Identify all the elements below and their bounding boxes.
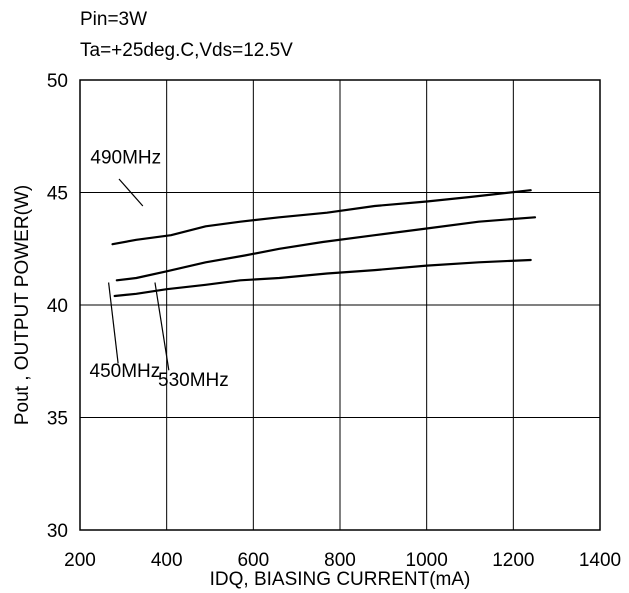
series-label-450mhz: 450MHz [90, 361, 161, 382]
y-tick-label-40: 40 [47, 296, 68, 317]
tick-labels: 200 400 600 800 1000 1200 1400 30 35 40 45 50 [47, 71, 621, 571]
series-line-490mhz [111, 189, 532, 246]
condition-note-temperature-voltage: Ta=+25deg.C,Vds=12.5V [80, 40, 293, 61]
x-tick-label-400: 400 [151, 550, 183, 571]
series-line-530mhz [113, 258, 532, 298]
series-label-490mhz: 490MHz [90, 147, 161, 168]
series-group [111, 189, 537, 298]
y-tick-label-30: 30 [47, 521, 68, 542]
series-line-450mhz [115, 216, 537, 282]
plot-frame [79, 79, 601, 531]
grid [80, 80, 600, 530]
x-tick-label-1000: 1000 [406, 550, 448, 571]
leader-line-450mhz [108, 282, 119, 364]
x-axis-label: IDQ, BIASING CURRENT(mA) [210, 569, 471, 590]
leader-line-490mhz [118, 178, 144, 207]
x-tick-label-800: 800 [324, 550, 356, 571]
condition-note-pin: Pin=3W [80, 9, 147, 30]
x-tick-label-200: 200 [64, 550, 96, 571]
y-axis-label: Pout , OUTPUT POWER(W) [12, 185, 33, 425]
leader-line-530mhz [154, 282, 170, 371]
y-tick-label-50: 50 [47, 71, 68, 92]
series-label-530mhz: 530MHz [158, 370, 229, 391]
x-tick-label-600: 600 [237, 550, 269, 571]
y-tick-label-35: 35 [47, 409, 68, 430]
y-tick-label-45: 45 [47, 184, 68, 205]
x-tick-label-1400: 1400 [579, 550, 621, 571]
x-tick-label-1200: 1200 [492, 550, 534, 571]
